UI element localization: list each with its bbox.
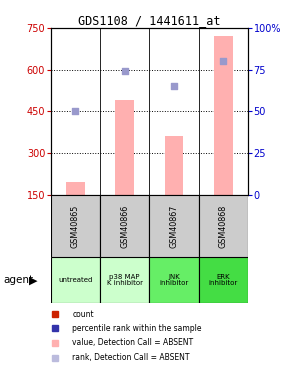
Bar [149,257,199,303]
Bar [149,195,199,257]
Bar [199,257,248,303]
Bar [100,257,149,303]
Bar [100,195,149,257]
Bar [199,195,248,257]
Point [172,84,176,90]
Text: agent: agent [3,275,33,285]
Bar [214,36,233,195]
Text: untreated: untreated [58,277,93,283]
Point [122,69,127,75]
Text: ERK
inhibitor: ERK inhibitor [209,274,238,286]
Bar [51,257,100,303]
Text: rank, Detection Call = ABSENT: rank, Detection Call = ABSENT [72,353,190,362]
Text: GSM40868: GSM40868 [219,204,228,248]
Bar [66,182,85,195]
Point [73,108,78,114]
Bar [51,195,100,257]
Text: GSM40867: GSM40867 [169,204,179,248]
Text: GSM40866: GSM40866 [120,204,129,248]
Text: GSM40865: GSM40865 [71,204,80,248]
Point [221,58,226,64]
Bar [115,100,134,195]
Bar [165,136,183,195]
Text: value, Detection Call = ABSENT: value, Detection Call = ABSENT [72,338,193,347]
Text: percentile rank within the sample: percentile rank within the sample [72,324,202,333]
Text: ▶: ▶ [29,275,37,285]
Text: JNK
inhibitor: JNK inhibitor [160,274,188,286]
Title: GDS1108 / 1441611_at: GDS1108 / 1441611_at [78,14,221,27]
Text: p38 MAP
K inhibitor: p38 MAP K inhibitor [107,274,143,286]
Text: count: count [72,310,94,319]
